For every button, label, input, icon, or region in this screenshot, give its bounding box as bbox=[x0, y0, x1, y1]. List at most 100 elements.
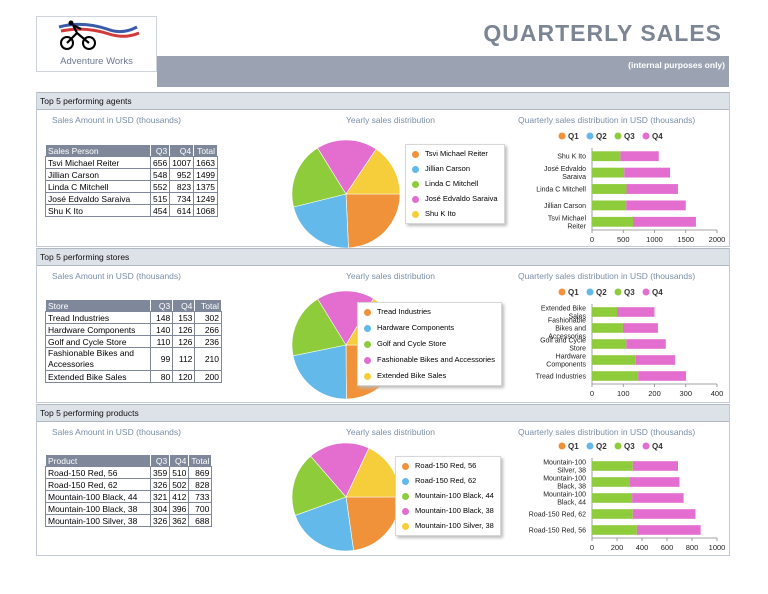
legend-label: Q4 bbox=[652, 132, 663, 141]
col-header: Q4 bbox=[172, 299, 196, 312]
x-tick-label: 1000 bbox=[646, 235, 663, 244]
legend-dot-icon bbox=[412, 210, 419, 218]
legend-dot-icon bbox=[642, 288, 650, 296]
x-tick-label: 600 bbox=[661, 543, 674, 552]
products-pie-chart bbox=[291, 442, 401, 552]
legend-dot-icon bbox=[412, 195, 419, 203]
x-tick-label: 400 bbox=[711, 389, 724, 398]
yearly-label: Yearly sales distribution bbox=[346, 427, 435, 437]
amount-label: Sales Amount in USD (thousands) bbox=[52, 427, 181, 437]
legend-item: Linda C Mitchell bbox=[412, 179, 498, 189]
pie-slice bbox=[291, 147, 347, 208]
legend-label: Mountain-100 Black, 44 bbox=[415, 491, 494, 500]
section-title: Top 5 performing agents bbox=[37, 92, 729, 110]
x-tick-label: 1000 bbox=[709, 543, 726, 552]
quarterly-label: Quarterly sales distribution in USD (tho… bbox=[518, 271, 696, 281]
table-row: Road-150 Red, 56 359 510 869 bbox=[45, 466, 213, 479]
legend-label: Mountain-100 Silver, 38 bbox=[415, 521, 494, 530]
legend-label: Shu K Ito bbox=[425, 209, 456, 218]
legend-item: Road-150 Red, 56 bbox=[402, 461, 494, 471]
legend-dot-icon bbox=[412, 165, 419, 173]
legend-dot-icon bbox=[558, 288, 566, 296]
bar-segment bbox=[592, 167, 625, 178]
legend-dot-icon bbox=[614, 442, 622, 450]
legend-label: Jillian Carson bbox=[425, 164, 471, 173]
bar-segment bbox=[592, 184, 627, 194]
agents-bar-chart: Q1 Q2 Q3 Q4 0 500 1000 1500 2000 Shu K Ito José Ed… bbox=[536, 132, 726, 244]
table-header-row: Sales Person Q3 Q4 Total bbox=[45, 144, 219, 157]
cell: 126 bbox=[172, 335, 196, 348]
legend-dot-icon bbox=[642, 132, 650, 140]
category-label: José Edvaldo Saraiva bbox=[544, 166, 586, 181]
x-tick-label: 100 bbox=[617, 389, 630, 398]
legend-dot-icon bbox=[412, 180, 419, 188]
pie-slice bbox=[345, 193, 401, 249]
col-header: Total bbox=[194, 299, 222, 312]
legend-dot-icon bbox=[614, 132, 622, 140]
products-pie-legend: Road-150 Red, 56 Road-150 Red, 62 Mounta… bbox=[395, 456, 501, 536]
bar-segment bbox=[592, 493, 633, 503]
stores-pie-legend: Tread Industries Hardware Components Gol… bbox=[357, 302, 502, 386]
table-row: Extended Bike Sales 80 120 200 bbox=[45, 370, 222, 383]
category-label: Golf and Cycle Store bbox=[540, 338, 586, 353]
pie-slice bbox=[317, 139, 377, 195]
category-label: Shu K Ito bbox=[557, 154, 586, 161]
legend-item: Golf and Cycle Store bbox=[364, 339, 495, 349]
legend-item: Fashionable Bikes and Accessories bbox=[364, 355, 495, 365]
table-row: Shu K Ito 454 614 1068 bbox=[45, 204, 219, 217]
category-label: Road-150 Red, 62 bbox=[529, 512, 586, 519]
col-header: Q4 bbox=[169, 144, 195, 157]
legend-dot-icon bbox=[364, 356, 371, 364]
legend-label: Q2 bbox=[596, 288, 607, 297]
products-section: Top 5 performing products Sales Amount i… bbox=[36, 404, 730, 556]
category-label: Mountain-100 Black, 38 bbox=[543, 476, 586, 491]
x-tick-label: 400 bbox=[636, 543, 649, 552]
bar-segment bbox=[592, 371, 639, 381]
table-row: José Edvaldo Saraiva 515 734 1249 bbox=[45, 192, 219, 205]
stores-bar-chart: Q1 Q2 Q3 Q4 0 100 200 300 400 Extended Bike SalesF… bbox=[536, 288, 724, 398]
section-title: Top 5 performing products bbox=[37, 404, 729, 422]
legend-label: Golf and Cycle Store bbox=[377, 339, 447, 348]
cell: 126 bbox=[172, 323, 196, 336]
agents-table: Sales Person Q3 Q4 Total Tsvi Michael Re… bbox=[45, 144, 219, 217]
legend-item: Tread Industries bbox=[364, 307, 495, 317]
bar-segment bbox=[638, 371, 687, 381]
legend-item: Shu K Ito bbox=[412, 209, 498, 219]
legend-dot-icon bbox=[586, 132, 594, 140]
bar-segment bbox=[592, 323, 623, 333]
x-tick-label: 2000 bbox=[709, 235, 726, 244]
legend-dot-icon bbox=[402, 522, 409, 530]
category-label: Jillian Carson bbox=[544, 203, 586, 210]
pie-slice bbox=[291, 298, 347, 357]
x-tick-label: 300 bbox=[679, 389, 692, 398]
pie-slice bbox=[310, 442, 370, 498]
x-tick-label: 500 bbox=[617, 235, 630, 244]
agents-section: Top 5 performing agents Sales Amount in … bbox=[36, 92, 730, 249]
legend-dot-icon bbox=[586, 442, 594, 450]
table-row: Golf and Cycle Store 110 126 236 bbox=[45, 335, 222, 348]
cell: 515 bbox=[149, 192, 171, 205]
legend-item: Mountain-100 Black, 44 bbox=[402, 491, 494, 501]
legend-label: Q1 bbox=[568, 442, 579, 451]
logo-text: Adventure Works bbox=[60, 56, 133, 67]
legend-label: Linda C Mitchell bbox=[425, 179, 479, 188]
pie-slice bbox=[294, 496, 354, 552]
bar-segment bbox=[592, 509, 633, 519]
legend-dot-icon bbox=[364, 324, 371, 332]
bar-segment bbox=[592, 477, 630, 487]
bar-segment bbox=[617, 307, 655, 317]
col-header: Q3 bbox=[149, 299, 174, 312]
header-band: (internal purposes only) bbox=[157, 56, 729, 87]
section-title: Top 5 performing stores bbox=[37, 248, 729, 266]
legend-label: Tsvi Michael Reiter bbox=[425, 149, 488, 158]
quarterly-label: Quarterly sales distribution in USD (tho… bbox=[518, 115, 696, 125]
bar-segment bbox=[592, 216, 633, 227]
x-tick-label: 0 bbox=[590, 389, 594, 398]
legend-label: Tread Industries bbox=[377, 307, 431, 316]
quarterly-label: Quarterly sales distribution in USD (tho… bbox=[518, 427, 696, 437]
legend-item: Extended Bike Sales bbox=[364, 371, 495, 381]
legend-label: Q3 bbox=[624, 288, 635, 297]
cell: Fashionable Bikes and Accessories bbox=[45, 347, 151, 371]
bar-segment bbox=[592, 151, 621, 162]
cell: 120 bbox=[172, 370, 196, 383]
